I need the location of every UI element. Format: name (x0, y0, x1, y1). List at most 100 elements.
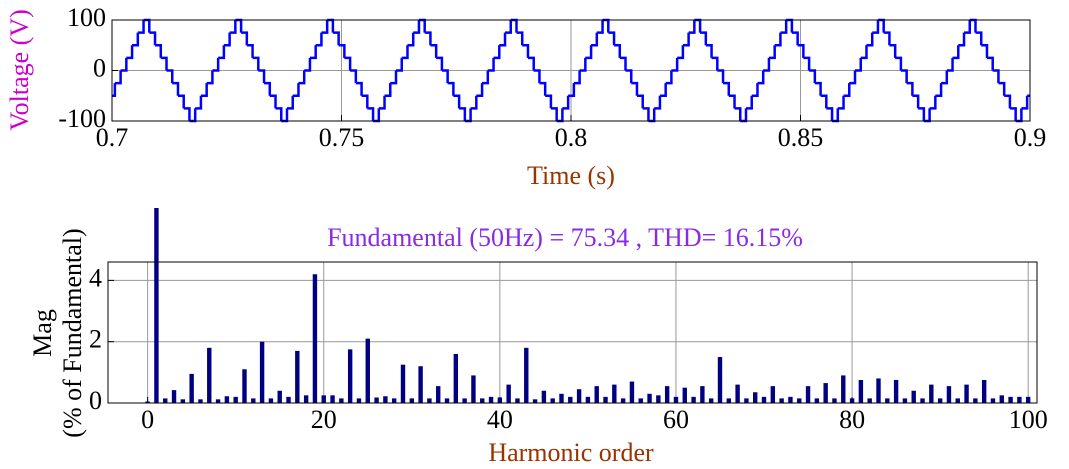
line-segment (688, 20, 696, 34)
line-segment (849, 70, 857, 85)
y-tick-label: 0 (93, 53, 106, 82)
bar (797, 398, 802, 403)
bar (312, 274, 318, 403)
bar (700, 386, 705, 403)
bar (682, 387, 687, 403)
axes-box (107, 261, 1038, 404)
line-segment (120, 57, 128, 72)
bar (550, 398, 555, 403)
line-segment (723, 81, 731, 96)
bar (867, 398, 872, 403)
bar (462, 398, 467, 403)
line-segment (929, 95, 937, 110)
line-segment (935, 83, 943, 97)
y-tick-label: 0 (89, 386, 102, 415)
bar (409, 398, 414, 403)
x-tick-label: 0.8 (555, 123, 588, 152)
bar (365, 338, 370, 403)
bar (973, 398, 978, 403)
bar (330, 395, 335, 403)
line-segment (671, 57, 679, 72)
line-segment (659, 83, 667, 97)
line-segment (843, 83, 851, 97)
bar (841, 375, 846, 403)
bar (823, 383, 828, 403)
bar (753, 392, 758, 403)
line-segment (539, 81, 547, 96)
line-segment (711, 56, 719, 71)
line-segment (304, 57, 312, 72)
line-segment (895, 56, 903, 71)
bar (356, 398, 362, 403)
bar (981, 380, 987, 403)
line-segment (763, 57, 771, 72)
line-segment (112, 83, 117, 97)
x-tick-label: 0.7 (96, 123, 129, 152)
x-tick-label: 0.9 (1014, 123, 1047, 152)
bar (858, 380, 864, 403)
bar (189, 373, 194, 403)
bar (524, 347, 529, 403)
line-segment (906, 81, 914, 96)
bar (805, 386, 811, 403)
bar (268, 398, 274, 403)
line-segment (550, 107, 558, 121)
line-segment (803, 56, 811, 71)
bar (1025, 396, 1031, 403)
line-segment (258, 69, 266, 84)
line-segment (229, 20, 237, 34)
line-segment (791, 31, 799, 46)
line-segment (195, 95, 203, 110)
bar (647, 393, 652, 403)
line-segment (728, 94, 736, 109)
bar (638, 398, 643, 403)
bar (436, 386, 441, 403)
bar (251, 398, 256, 403)
bar (568, 396, 573, 403)
x-tick-label: 0 (141, 405, 154, 434)
bar (383, 396, 388, 403)
bar (453, 353, 459, 403)
bar (656, 395, 661, 403)
line-segment (137, 20, 145, 34)
bar (664, 386, 670, 403)
line-segment (401, 45, 409, 60)
bar (708, 398, 714, 403)
line-segment (814, 81, 822, 96)
line-segment (654, 95, 662, 110)
line-segment (573, 70, 581, 85)
line-segment (384, 83, 392, 97)
bar (427, 398, 432, 403)
x-tick-label: 40 (487, 405, 513, 434)
line-segment (447, 81, 455, 96)
line-segment (200, 83, 208, 97)
line-segment (975, 31, 983, 46)
bar (761, 396, 767, 403)
bar (1017, 396, 1022, 403)
y-tick-label: 100 (67, 3, 106, 32)
bar (515, 398, 520, 403)
bar (286, 396, 291, 403)
line-segment (292, 83, 300, 97)
line-segment (757, 70, 765, 85)
bar (277, 390, 282, 403)
bar (339, 398, 344, 403)
line-segment (183, 107, 191, 121)
bar (946, 386, 952, 403)
bar (937, 398, 943, 403)
line-segment (441, 69, 449, 84)
line-segment (533, 69, 541, 84)
bar (215, 399, 221, 403)
x-tick-label: 0.75 (319, 123, 365, 152)
bar (717, 357, 723, 403)
line-segment (499, 32, 507, 47)
bar (964, 384, 969, 403)
line-segment (252, 56, 260, 71)
line-segment (315, 32, 323, 47)
x-axis-label: Harmonic order (488, 438, 654, 467)
plot-area (112, 18, 1030, 123)
bar (497, 397, 503, 403)
line-segment (413, 20, 421, 34)
line-segment (992, 69, 1000, 84)
line-segment (608, 31, 616, 46)
